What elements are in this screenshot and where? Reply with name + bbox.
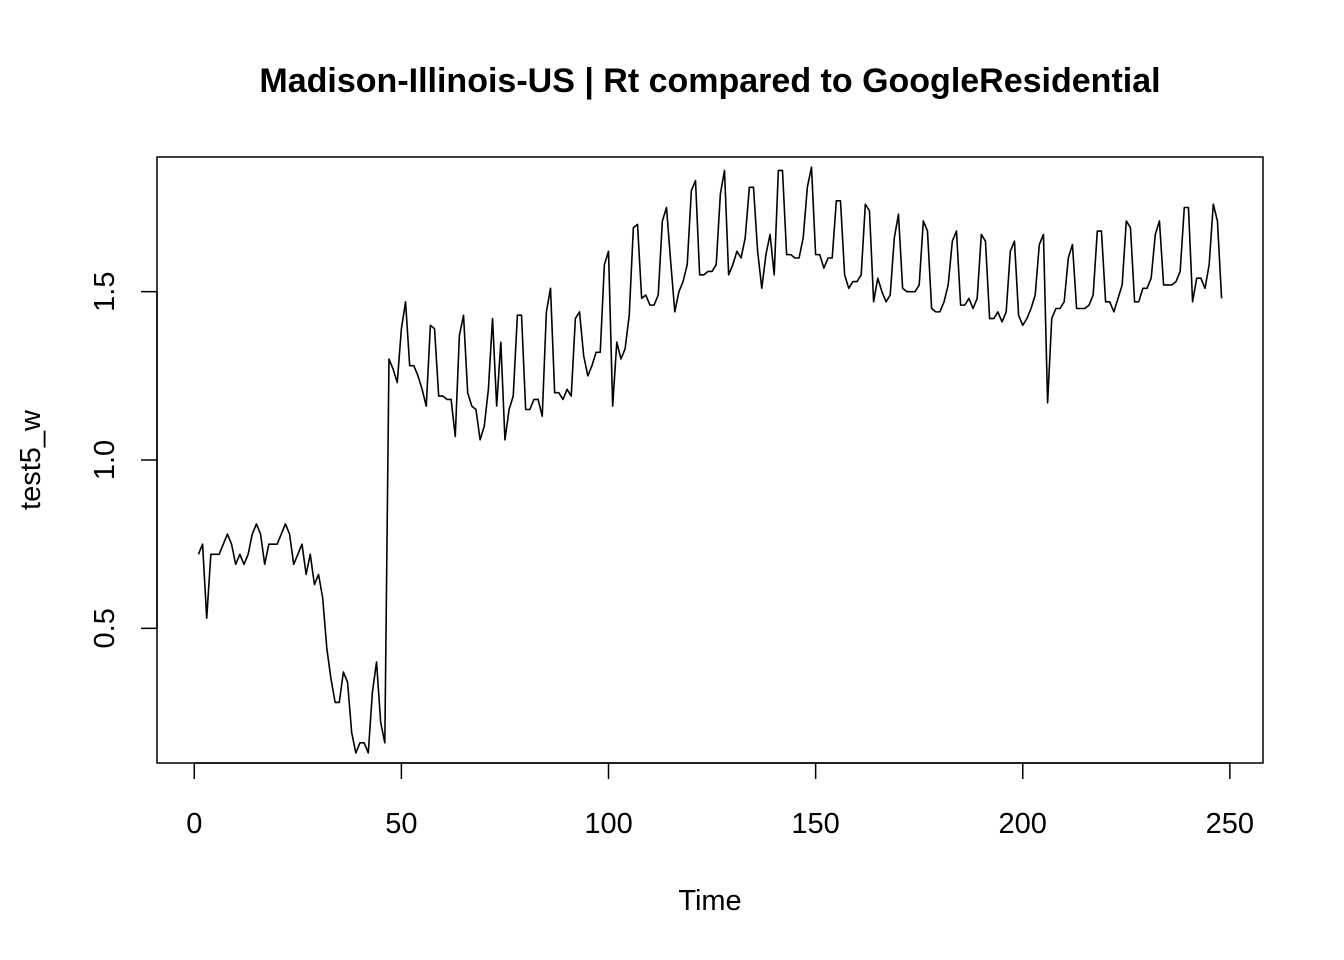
y-tick-label: 1.0 [89,440,121,480]
x-axis-label: Time [678,885,741,917]
plot-frame [156,156,1264,764]
x-tick-label: 150 [791,808,839,840]
y-tick-label: 0.5 [89,608,121,648]
series-line-0 [197,166,1223,754]
y-tick-label: 1.5 [89,272,121,312]
x-tick-label: 0 [186,808,202,840]
x-tick-label: 250 [1206,808,1254,840]
series-layer [197,166,1223,754]
y-axis-label: test5_w [15,409,47,510]
x-tick-label: 200 [999,808,1047,840]
chart-title: Madison-Illinois-US | Rt compared to Goo… [259,62,1160,100]
x-tick-label: 50 [385,808,417,840]
x-axis: 0 50 100 150 200 250 [186,762,1254,840]
x-tick-label: 100 [584,808,632,840]
y-axis: 0.5 1.0 1.5 [89,272,158,648]
